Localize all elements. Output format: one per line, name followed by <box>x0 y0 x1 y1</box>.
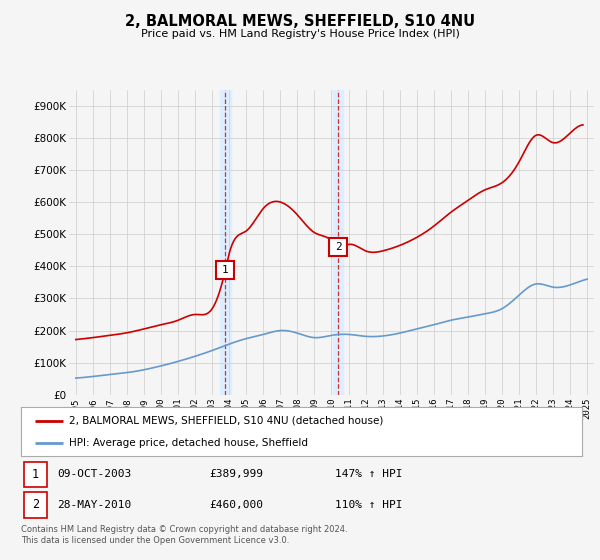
Text: 2, BALMORAL MEWS, SHEFFIELD, S10 4NU (detached house): 2, BALMORAL MEWS, SHEFFIELD, S10 4NU (de… <box>68 416 383 426</box>
Text: £460,000: £460,000 <box>209 500 263 510</box>
Text: 110% ↑ HPI: 110% ↑ HPI <box>335 500 403 510</box>
Text: £389,999: £389,999 <box>209 469 263 479</box>
Text: Contains HM Land Registry data © Crown copyright and database right 2024.
This d: Contains HM Land Registry data © Crown c… <box>21 525 347 545</box>
Text: 147% ↑ HPI: 147% ↑ HPI <box>335 469 403 479</box>
Text: 1: 1 <box>222 264 229 274</box>
Bar <box>24 492 47 517</box>
Text: 2, BALMORAL MEWS, SHEFFIELD, S10 4NU: 2, BALMORAL MEWS, SHEFFIELD, S10 4NU <box>125 14 475 29</box>
Text: 2: 2 <box>335 242 341 252</box>
Text: 1: 1 <box>32 468 39 481</box>
Text: 09-OCT-2003: 09-OCT-2003 <box>58 469 132 479</box>
Bar <box>24 461 47 487</box>
Text: 28-MAY-2010: 28-MAY-2010 <box>58 500 132 510</box>
Bar <box>333 90 343 395</box>
Text: 2: 2 <box>32 498 39 511</box>
Text: Price paid vs. HM Land Registry's House Price Index (HPI): Price paid vs. HM Land Registry's House … <box>140 29 460 39</box>
Bar <box>220 90 230 395</box>
Text: HPI: Average price, detached house, Sheffield: HPI: Average price, detached house, Shef… <box>68 437 308 447</box>
